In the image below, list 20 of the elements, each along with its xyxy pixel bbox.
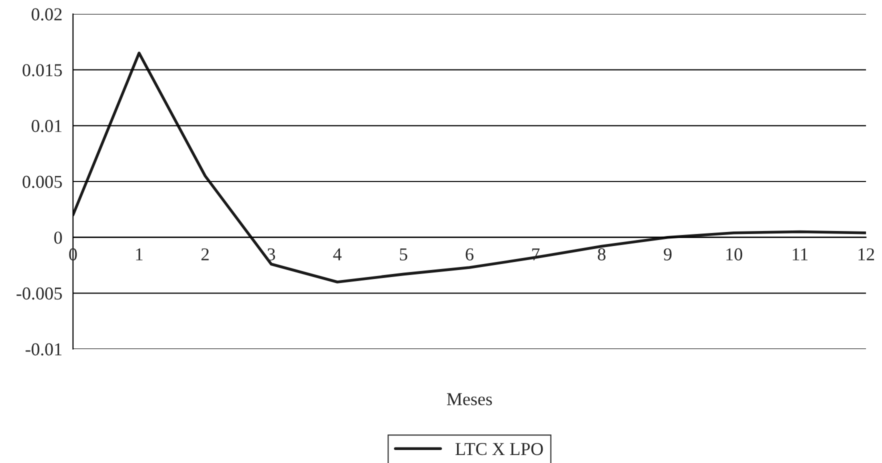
y-tick-label: 0 <box>54 232 62 244</box>
x-tick-label: 9 <box>664 248 672 260</box>
y-tick-label: 0.005 <box>22 176 62 188</box>
x-tick-label: 11 <box>792 248 808 260</box>
x-tick-label: 2 <box>201 248 209 260</box>
legend-label: LTC X LPO <box>455 442 543 456</box>
y-tick-label: 0.02 <box>32 8 62 21</box>
x-tick-label: 4 <box>333 248 342 260</box>
x-axis-title: Meses <box>446 393 492 406</box>
x-tick-label: 5 <box>400 248 408 260</box>
x-tick-label: 10 <box>726 248 742 260</box>
x-tick-label: 1 <box>136 248 143 260</box>
y-tick-label: 0.01 <box>32 120 62 132</box>
y-tick-label: -0.005 <box>16 287 62 300</box>
y-tick-label: -0.01 <box>26 343 62 356</box>
x-tick-label: 12 <box>858 248 874 260</box>
y-tick-label: 0.015 <box>22 64 62 76</box>
x-tick-label: 3 <box>268 248 276 260</box>
x-tick-label: 6 <box>466 248 474 260</box>
x-tick-label: 8 <box>598 248 606 260</box>
